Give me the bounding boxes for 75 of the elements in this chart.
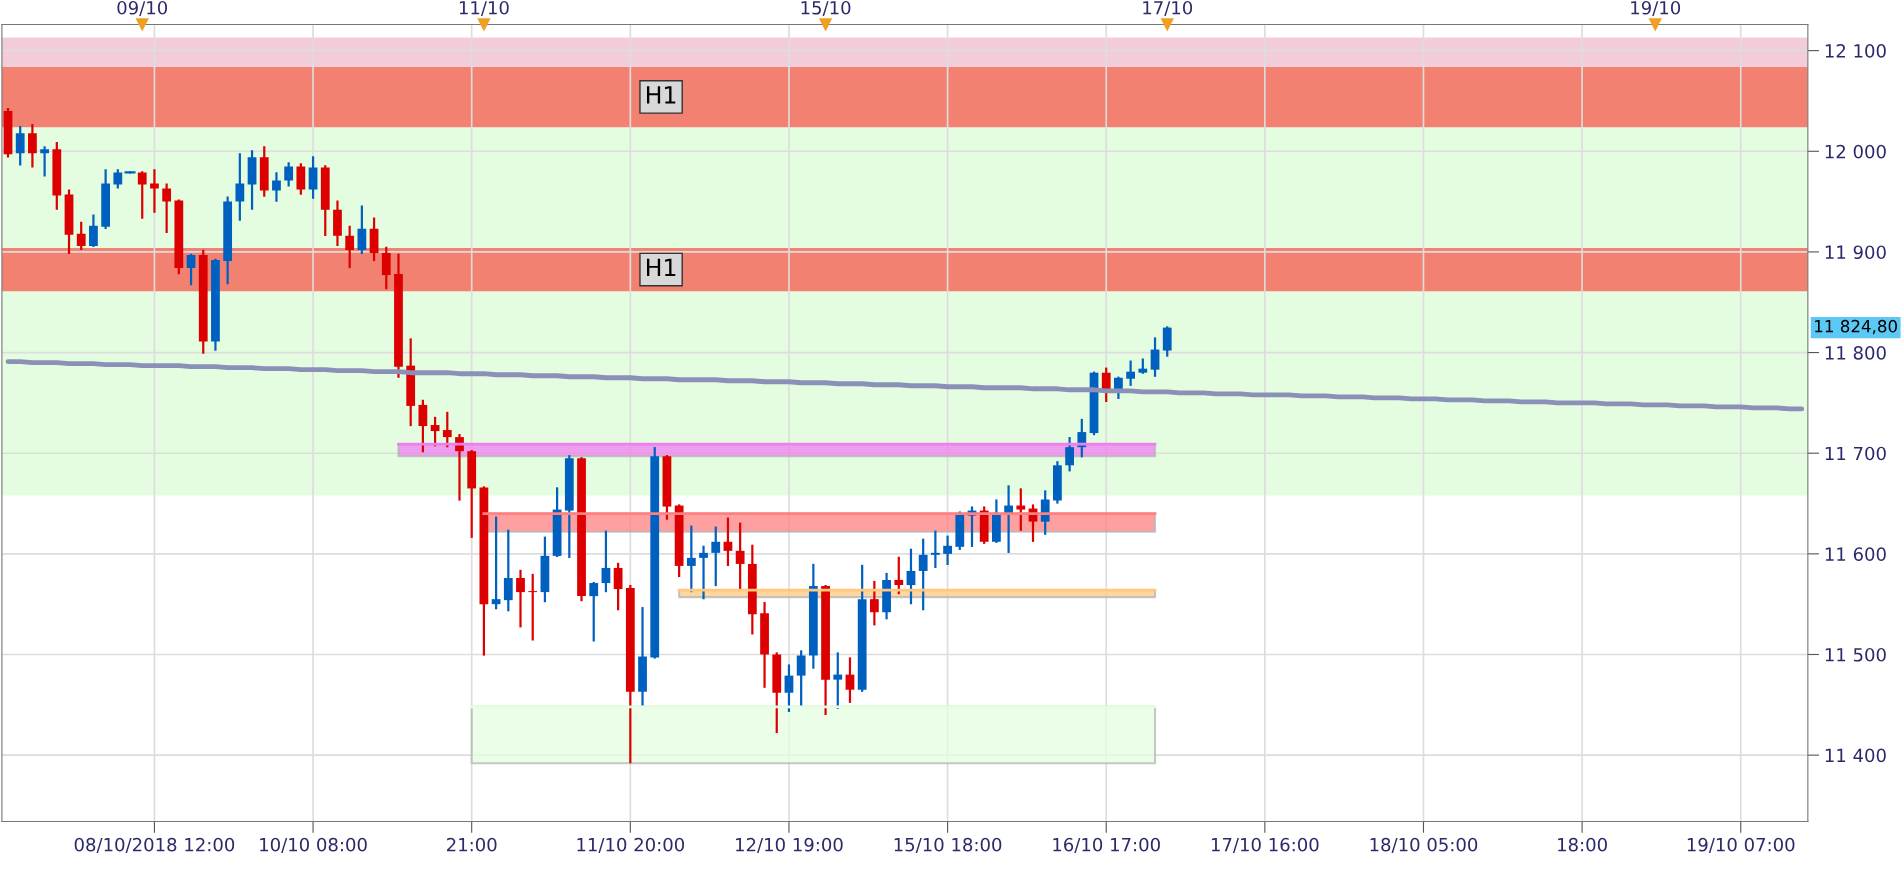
candlestick — [296, 163, 306, 195]
candlestick — [1016, 488, 1026, 531]
line-series — [5, 359, 1805, 412]
candlestick — [235, 153, 245, 221]
x-tick-label: 19/10 07:00 — [1687, 837, 1795, 853]
candlestick — [503, 529, 513, 612]
candlestick — [186, 253, 196, 286]
candlestick — [723, 517, 733, 567]
x-tick-label: 15/10 18:00 — [894, 837, 1002, 853]
text: 15/10 — [801, 0, 851, 17]
candlestick — [345, 225, 355, 269]
candlestick — [918, 538, 928, 611]
x-tick-label: 18/10 05:00 — [1370, 837, 1478, 853]
band-label: H1 — [647, 86, 676, 104]
candlestick — [491, 516, 501, 610]
candlestick — [284, 162, 294, 187]
candlestick — [528, 573, 538, 641]
band-label: H1 — [647, 258, 676, 277]
candlestick — [894, 556, 904, 595]
candlestick — [76, 221, 86, 251]
x-tick-label: 21:00 — [447, 837, 497, 852]
candlestick — [686, 525, 696, 593]
text: 09/10 — [117, 0, 168, 17]
candlestick — [735, 522, 745, 590]
candlestick — [796, 650, 806, 706]
candlestick — [162, 183, 172, 233]
candlestick — [150, 169, 159, 213]
candlestick — [699, 545, 708, 600]
candlestick — [589, 581, 599, 642]
y-tick-label: 11 500 — [1825, 647, 1886, 662]
y-tick-label: 11 700 — [1825, 446, 1886, 461]
y-tick-label: 11 900 — [1825, 245, 1886, 260]
x-tick-label: 18:00 — [1558, 837, 1607, 852]
candlestick — [906, 548, 916, 605]
x-tick-label: 08/10/2018 12:00 — [74, 837, 235, 853]
candlestick — [613, 562, 623, 611]
x-tick-label: 11/10 20:00 — [577, 837, 685, 853]
candlestick — [89, 214, 98, 247]
candlestick — [137, 171, 147, 219]
candlestick — [601, 530, 611, 593]
candlestick — [442, 411, 452, 448]
x-tick-label: 17/10 16:00 — [1211, 837, 1319, 853]
candlestick — [308, 156, 318, 199]
candlestick — [1126, 360, 1136, 386]
candlestick — [418, 399, 428, 453]
candlestick — [1101, 367, 1111, 402]
candlestick — [845, 657, 855, 703]
text: 17/10 — [1143, 0, 1193, 17]
text: 19/10 — [1631, 0, 1681, 17]
x-tick-label: 16/10 17:00 — [1053, 837, 1160, 853]
candlestick — [357, 205, 367, 255]
candlestick — [930, 530, 940, 569]
candlestick — [15, 126, 25, 166]
candlestick — [272, 172, 281, 202]
candlestick — [516, 569, 525, 628]
y-tick-label: 12 000 — [1825, 144, 1886, 159]
text: 11 824,80 — [1815, 319, 1897, 335]
y-tick-label: 11 400 — [1825, 748, 1886, 763]
candlestick — [1065, 437, 1074, 472]
y-tick-label: 11 800 — [1825, 346, 1886, 360]
candlestick — [1150, 337, 1160, 377]
candlestick — [28, 124, 37, 168]
candlestick — [1162, 326, 1172, 357]
x-tick-label: 10/10 08:00 — [260, 837, 367, 853]
candlestick — [943, 535, 952, 566]
y-tick-label: 12 100 — [1825, 44, 1886, 58]
y-tick-label: 11 600 — [1825, 547, 1886, 561]
candlestick — [833, 652, 843, 709]
candlestick — [711, 526, 721, 587]
candlestick — [381, 246, 391, 290]
text: 11/10 — [459, 0, 509, 17]
candlestick — [869, 580, 879, 626]
candlestick — [784, 664, 794, 712]
x-tick-label: 12/10 19:00 — [736, 837, 843, 853]
candlestick — [40, 146, 49, 177]
